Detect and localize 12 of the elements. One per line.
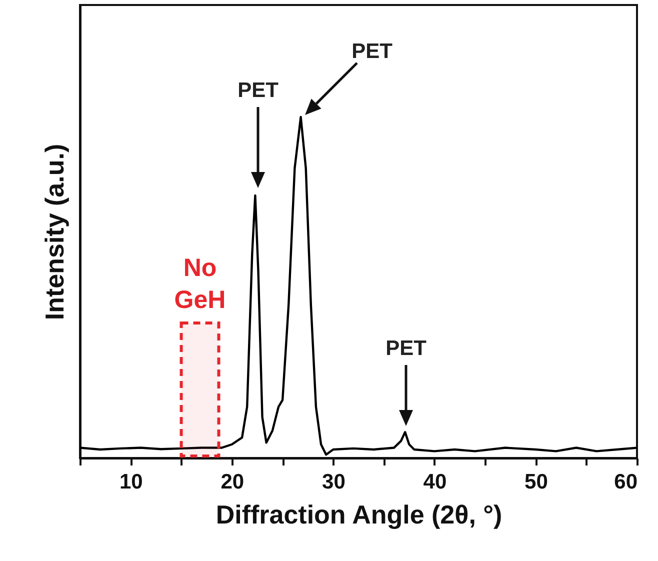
x-tick-label: 60 [614, 470, 638, 494]
x-tick-label: 10 [119, 470, 143, 494]
y-axis-title: Intensity (a.u.) [40, 144, 70, 320]
x-tick-label: 20 [220, 470, 244, 494]
text: PET [238, 79, 279, 102]
x-tick-label: 30 [322, 470, 346, 494]
band-label: No GeH [174, 254, 226, 314]
annotation: PET [386, 337, 427, 360]
x-tick-label: 40 [423, 470, 447, 494]
x-tick-label: 50 [524, 470, 548, 494]
x-axis-title: Diffraction Angle (2θ, °) [216, 500, 502, 530]
text: PET [352, 40, 393, 63]
